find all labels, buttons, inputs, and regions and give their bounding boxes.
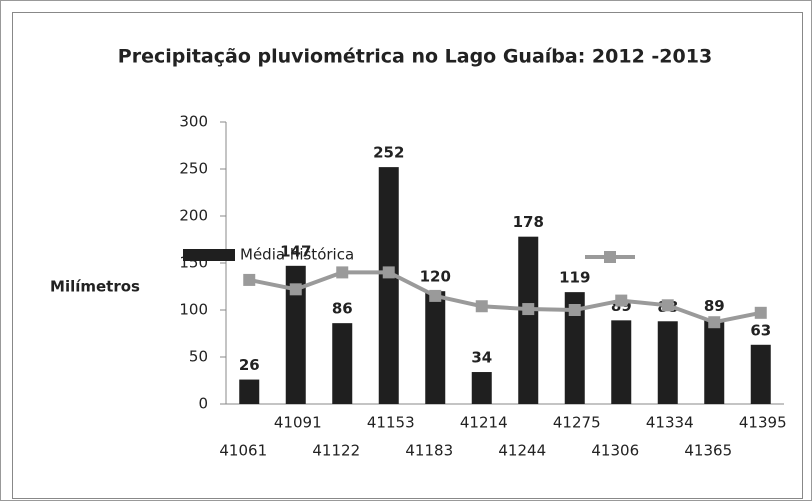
- y-tick-label: 250: [179, 160, 208, 178]
- data-label: 26: [239, 356, 260, 374]
- legend-swatch: [183, 249, 235, 261]
- data-label: 178: [513, 213, 544, 231]
- x-tick-label: 41183: [405, 442, 453, 460]
- x-tick-label: 41395: [739, 414, 787, 432]
- marker: [615, 294, 628, 307]
- data-label: 119: [559, 269, 590, 287]
- line: [248, 270, 762, 325]
- marker: [382, 266, 395, 279]
- bar: [611, 320, 632, 404]
- x-tick-label: 41153: [367, 414, 415, 432]
- bar: [471, 372, 492, 404]
- bar: [518, 236, 539, 404]
- data-label: 147: [280, 242, 311, 260]
- marker: [661, 299, 674, 312]
- x-tick-label: 41334: [646, 414, 694, 432]
- data-label: 252: [373, 144, 404, 162]
- y-tick-label: 300: [179, 113, 208, 131]
- data-label: 63: [750, 321, 771, 339]
- marker: [429, 289, 442, 302]
- data-label: 120: [420, 268, 451, 286]
- marker: [475, 300, 488, 313]
- data-label: 34: [471, 349, 492, 367]
- y-tick-label: 50: [189, 348, 208, 366]
- x-tick-label: 41122: [312, 442, 360, 460]
- x-tick-label: 41275: [553, 414, 601, 432]
- bar: [378, 167, 399, 404]
- bar: [704, 320, 725, 404]
- y-tick-label: 200: [179, 207, 208, 225]
- x-tick-label: 41214: [460, 414, 508, 432]
- legend-label: Média histórica: [240, 246, 354, 264]
- x-tick-label: 41091: [274, 414, 322, 432]
- bar: [239, 379, 260, 404]
- bar: [285, 265, 306, 404]
- x-tick-label: 41061: [219, 442, 267, 460]
- marker: [289, 283, 302, 296]
- y-tick-label: 0: [198, 395, 208, 413]
- bar: [564, 292, 585, 404]
- marker: [568, 304, 581, 316]
- marker: [336, 266, 349, 279]
- bar: [425, 291, 446, 404]
- y-axis-label: Milímetros: [50, 278, 140, 296]
- bar: [750, 344, 771, 404]
- legend-swatch-marker: [604, 251, 616, 263]
- marker: [708, 316, 721, 329]
- marker: [754, 306, 767, 319]
- data-label: 86: [332, 300, 353, 318]
- x-tick-label: 41365: [684, 442, 732, 460]
- y-tick-label: 100: [179, 301, 208, 319]
- x-tick-label: 41244: [498, 442, 546, 460]
- x-tick-label: 41306: [591, 442, 639, 460]
- data-label: 89: [704, 297, 725, 315]
- marker: [522, 303, 535, 316]
- bar: [657, 321, 678, 404]
- marker: [243, 273, 256, 286]
- bar: [332, 323, 353, 404]
- chart-frame: [12, 12, 803, 499]
- chart-title: Precipitação pluviométrica no Lago Guaíb…: [118, 46, 712, 68]
